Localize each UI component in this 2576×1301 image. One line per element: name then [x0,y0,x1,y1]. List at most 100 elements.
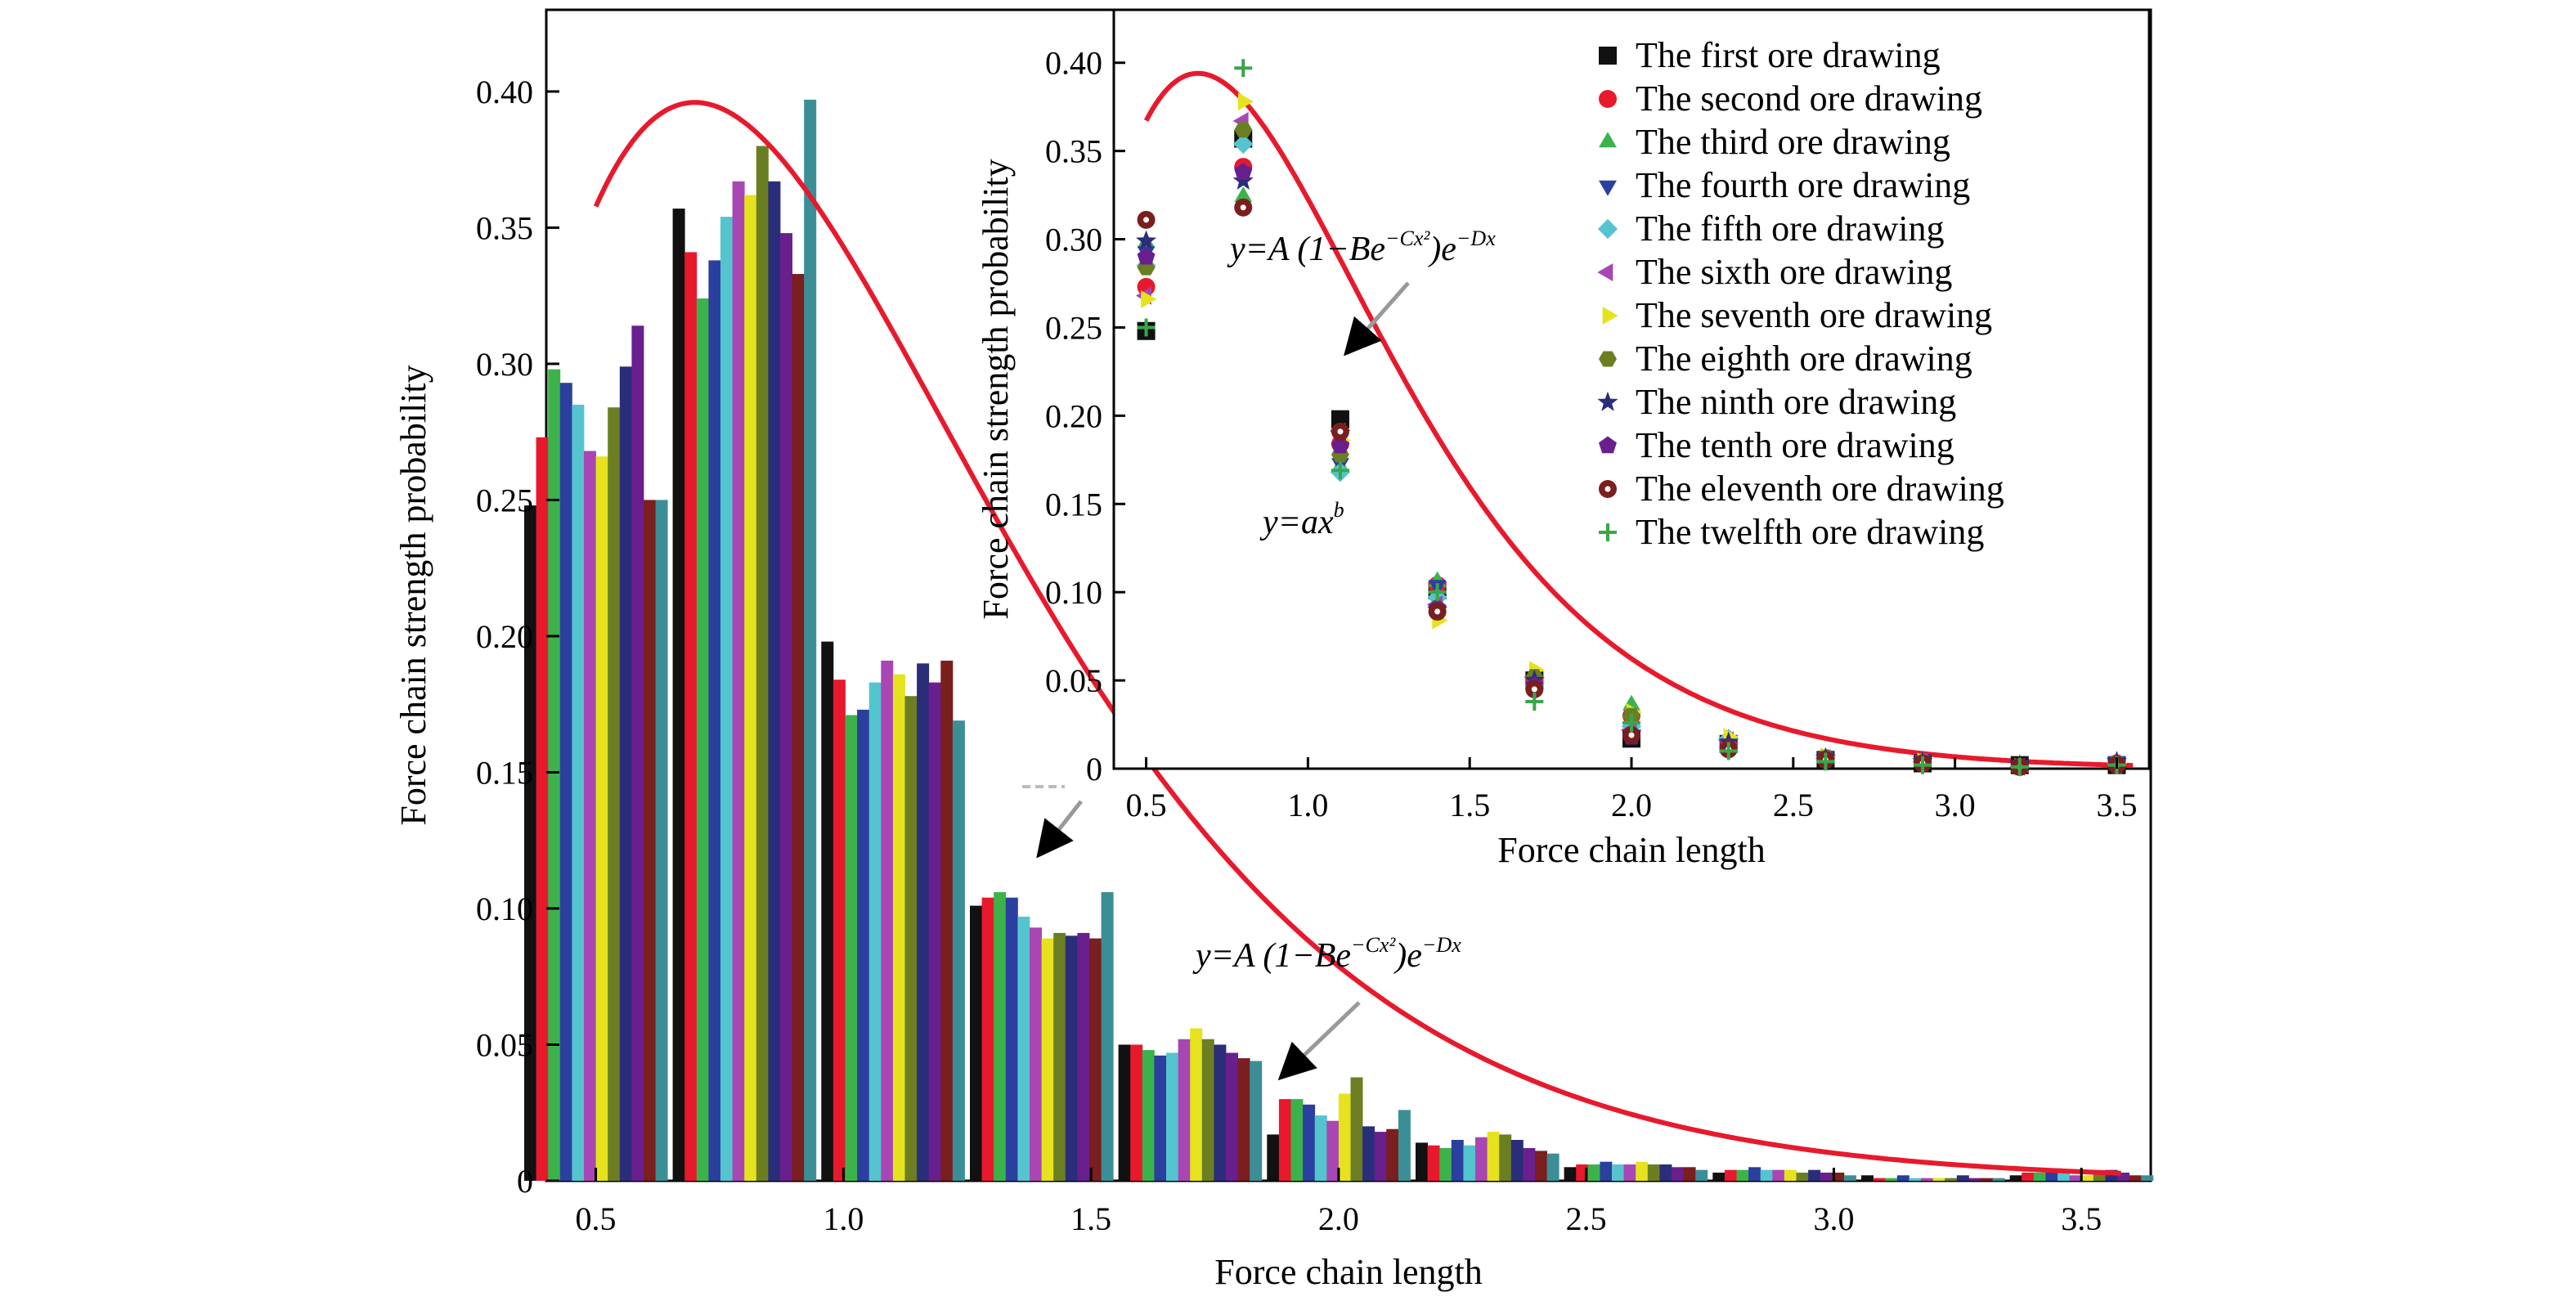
bar-s6-g7 [1475,1137,1488,1181]
inset-y-tick-label: 0.15 [1045,486,1102,523]
bar-s6-g4 [1030,927,1042,1181]
point-s12-x5 [1525,692,1544,711]
inset-x-tick-label: 1.5 [1449,787,1490,823]
bar-s8-g8 [1647,1164,1660,1181]
legend-label: The tenth ore drawing [1636,425,1954,465]
legend-entry: The sixth ore drawing [1597,252,1952,292]
bar-s2-g2 [684,252,698,1181]
inset-y-ticks: 0 0.05 0.10 0.15 0.20 0.25 0.30 0.35 0.40 [1045,45,1125,787]
inset-y-axis-title: Force chain strength probability [976,159,1016,619]
legend-label: The eighth ore drawing [1636,339,1972,379]
bar-s3-g9 [1736,1169,1749,1181]
bar-s3-g4 [994,892,1007,1181]
bar-s8-g4 [1053,932,1066,1181]
bar-s5-g4 [1017,917,1030,1181]
bar-s4-g7 [1451,1140,1464,1181]
bar-s4-g9 [1748,1167,1761,1181]
inset-y-tick-label: 0.25 [1045,309,1102,346]
bar-s8-g9 [1796,1173,1809,1181]
bar-s12-g1 [655,500,668,1181]
bar-s2-g6 [1278,1099,1291,1181]
point-s5-x2 [1233,133,1254,155]
inset-x-axis-title: Force chain length [1497,830,1765,870]
legend-marker [1602,307,1618,325]
bar-s3-g2 [696,298,709,1181]
bar-s7-g10 [1932,1178,1945,1181]
bar-s1-g11 [2009,1175,2022,1181]
legend-label: The sixth ore drawing [1636,252,1952,292]
bar-s8-g10 [1945,1178,1958,1181]
inset-arrow [1344,281,1410,357]
legend-entry: The twelfth ore drawing [1599,512,1984,552]
bar-s4-g3 [857,709,870,1181]
bar-s4-g8 [1600,1161,1613,1181]
bar-s1-g2 [672,209,685,1182]
main-bar-chart: 0 0.05 0.10 0.15 0.20 0.25 0.30 0.35 0.40 0.5 1.0… [393,8,2154,1292]
bar-s6-g2 [732,181,745,1181]
point-s12-x3 [1331,461,1349,480]
bar-s9-g9 [1808,1169,1821,1181]
bar-s4-g2 [708,260,721,1181]
inset-x-tick-label: 0.5 [1126,787,1167,823]
bar-s10-g11 [2117,1173,2129,1181]
bar-s3-g7 [1439,1148,1452,1181]
bar-s9-g10 [1956,1175,1969,1181]
bar-s10-g6 [1374,1132,1387,1181]
inset-y-tick-label: 0.30 [1045,222,1102,258]
bar-s10-g3 [928,682,941,1181]
bar-s11-g1 [644,500,656,1181]
bar-s1-g6 [1267,1134,1280,1181]
main-x-tick-label: 2.5 [1566,1200,1607,1237]
bar-s12-g5 [1250,1061,1263,1181]
bar-s3-g8 [1587,1164,1600,1181]
point-s12-x7 [1719,742,1738,760]
point-s12-x10 [2010,757,2029,776]
bar-s12-g9 [1843,1175,1856,1181]
main-fit-equation: y=A (1−Be−Cx²)e−Dx [1192,933,1461,975]
bar-s3-g1 [548,369,561,1182]
bar-s5-g3 [868,682,882,1181]
main-arrow-lower [1277,1001,1361,1081]
legend-marker [1599,523,1617,541]
bar-s9-g5 [1214,1044,1227,1181]
legend-marker [1599,436,1617,454]
bar-s9-g2 [768,181,781,1181]
inset-x-tick-label: 3.5 [2096,787,2137,823]
legend-entry: The seventh ore drawing [1602,295,1992,335]
bar-s11-g2 [792,274,805,1181]
bar-s4-g5 [1154,1055,1167,1181]
inset-y-tick-label: 0.10 [1045,574,1102,611]
bar-s2-g11 [2022,1173,2035,1181]
main-y-tick-label: 0.10 [476,891,533,927]
main-y-tick-label: 0.35 [476,209,533,246]
legend-entry: The second ore drawing [1599,79,1982,119]
legend-entry: The eleventh ore drawing [1599,469,2004,509]
bar-s10-g10 [1968,1178,1981,1181]
bar-s10-g7 [1523,1148,1536,1181]
point-s11-x1 [1137,210,1156,229]
bar-s6-g8 [1623,1164,1636,1181]
inset-plot-frame [1112,8,2151,770]
legend-entry: The tenth ore drawing [1599,425,1954,465]
bar-s1-g4 [970,905,982,1181]
point-s9-x1 [1136,230,1157,250]
legend-marker [1597,391,1618,411]
point-s11-x5 [1525,680,1544,698]
bar-s7-g6 [1338,1093,1351,1181]
bar-s7-g8 [1636,1161,1649,1181]
bar-s6-g5 [1178,1039,1191,1181]
point-s12-x2 [1234,59,1253,78]
bar-s11-g6 [1386,1128,1399,1181]
bar-s4-g1 [559,383,572,1181]
bar-s1-g7 [1416,1142,1428,1181]
bar-s3-g3 [845,715,858,1181]
point-s8-x2 [1234,122,1253,138]
bar-s12-g4 [1101,892,1114,1181]
bar-s8-g5 [1201,1039,1214,1181]
bar-s5-g8 [1612,1164,1624,1181]
point-s7-x2 [1237,92,1254,111]
inset-power-equation: y=axb [1259,498,1344,541]
legend-marker [1599,180,1617,196]
bar-s5-g11 [2058,1173,2070,1181]
bar-s1-g1 [524,505,536,1181]
